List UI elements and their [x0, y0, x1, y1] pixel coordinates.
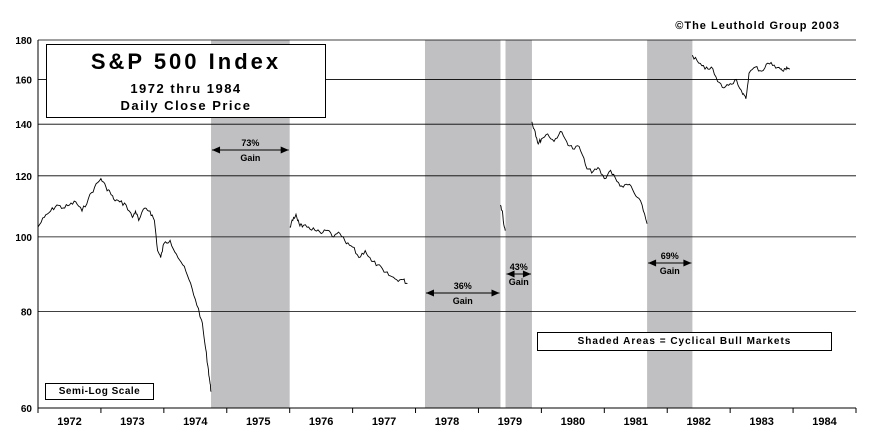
x-tick-label-1976: 1976	[309, 416, 333, 428]
gain-arrowhead-left-4	[648, 259, 657, 267]
price-line-segment-2	[289, 212, 408, 284]
chart-subtitle-range: 1972 thru 1984	[130, 81, 242, 96]
gain-arrowhead-left-1	[212, 146, 221, 154]
title-box: S&P 500 Index 1972 thru 1984 Daily Close…	[46, 44, 326, 118]
y-tick-label-180: 180	[15, 36, 32, 47]
gain-arrowhead-right-4	[683, 259, 692, 267]
y-tick-label-60: 60	[21, 404, 33, 415]
gain-word-label-4: Gain	[660, 266, 680, 276]
x-tick-label-1980: 1980	[561, 416, 585, 428]
gain-arrowhead-right-3	[522, 270, 531, 278]
x-tick-label-1978: 1978	[435, 416, 459, 428]
x-tick-label-1977: 1977	[372, 416, 396, 428]
chart-subtitle-type: Daily Close Price	[120, 98, 252, 113]
x-tick-labels: 1972 1973 1974 1975 1976 1977 1978 1979 1980 1981…	[57, 416, 837, 428]
chart-title: S&P 500 Index	[90, 49, 282, 74]
y-tick-label-100: 100	[15, 233, 32, 244]
shaded-period-4	[647, 40, 693, 408]
gain-word-label-3: Gain	[509, 277, 529, 287]
gain-arrowhead-right-1	[280, 146, 289, 154]
x-tick-label-1974: 1974	[183, 416, 208, 428]
price-line-segment-3	[500, 204, 506, 231]
gain-percent-label-3: 43%	[510, 262, 528, 272]
x-tick-label-1972: 1972	[57, 416, 81, 428]
y-tick-label-80: 80	[21, 308, 33, 319]
price-line-segment-5	[691, 55, 791, 99]
gain-percent-label-4: 69%	[661, 251, 679, 261]
x-tick-label-1982: 1982	[686, 416, 710, 428]
copyright-text: ©The Leuthold Group 2003	[675, 20, 840, 32]
gain-percent-label-2: 36%	[454, 281, 472, 291]
gain-percent-label-1: 73%	[241, 138, 259, 148]
shaded-areas-legend: Shaded Areas = Cyclical Bull Markets	[537, 332, 832, 351]
gain-arrowhead-right-2	[491, 289, 500, 297]
y-tick-labels: 60 80 100 120 140 160 180	[15, 36, 32, 415]
gain-word-label-1: Gain	[240, 153, 260, 163]
x-tick-label-1975: 1975	[246, 416, 270, 428]
axes	[37, 40, 857, 413]
y-tick-label-140: 140	[15, 120, 32, 131]
price-line-segment-1	[37, 177, 212, 392]
y-tick-label-160: 160	[15, 75, 32, 86]
shaded-period-3	[505, 40, 532, 408]
gain-arrows: 73% Gain 36% Gain 43% Gain 69% Gain	[212, 138, 692, 306]
semi-log-scale-label: Semi-Log Scale	[45, 383, 154, 400]
x-tick-label-1973: 1973	[120, 416, 144, 428]
x-tick-label-1984: 1984	[812, 416, 837, 428]
shaded-period-2	[424, 40, 501, 408]
x-tick-label-1981: 1981	[624, 416, 648, 428]
x-tick-label-1983: 1983	[749, 416, 773, 428]
price-line-segment-4	[531, 121, 648, 224]
gain-arrowhead-left-2	[425, 289, 434, 297]
price-line	[37, 55, 791, 392]
gain-arrowhead-left-3	[506, 270, 515, 278]
y-tick-label-120: 120	[15, 172, 32, 183]
x-tick-label-1979: 1979	[498, 416, 522, 428]
gain-word-label-2: Gain	[453, 296, 473, 306]
